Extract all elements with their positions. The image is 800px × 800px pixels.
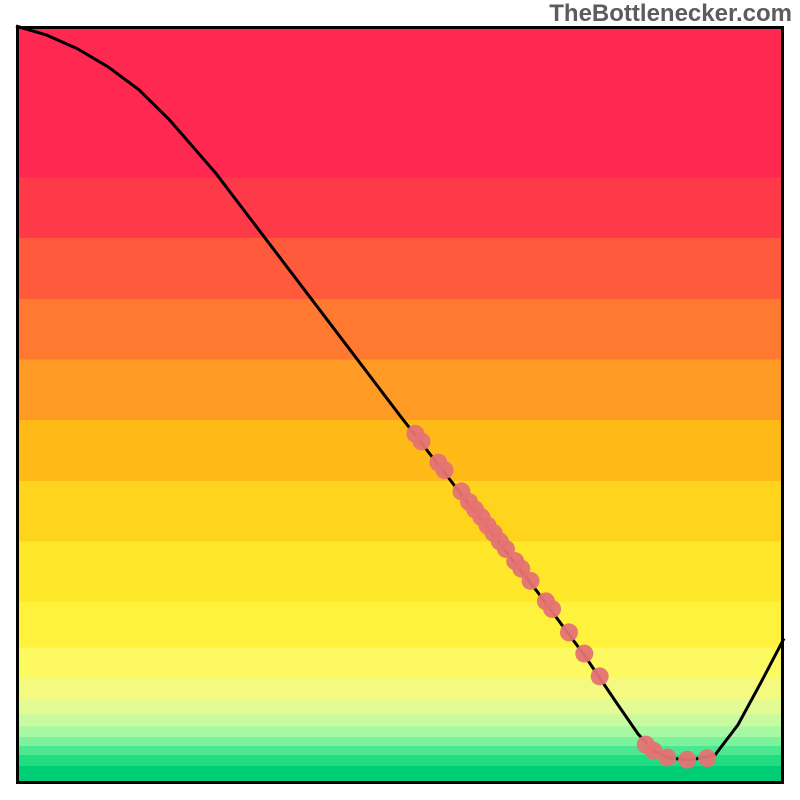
curve-marker [698, 749, 716, 767]
curve-marker [678, 751, 696, 769]
curve-marker [543, 600, 561, 618]
plot-svg-layer [16, 26, 784, 784]
bottleneck-curve [16, 26, 784, 760]
curve-marker [560, 623, 578, 641]
curve-marker [658, 748, 676, 766]
curve-marker [413, 432, 431, 450]
curve-marker [575, 645, 593, 663]
curve-marker [522, 572, 540, 590]
attribution-watermark: TheBottlenecker.com [549, 0, 792, 28]
curve-marker [436, 461, 454, 479]
curve-marker [591, 667, 609, 685]
marker-group [406, 425, 716, 769]
plot-area [16, 26, 784, 784]
figure-root: TheBottlenecker.com [0, 0, 800, 800]
